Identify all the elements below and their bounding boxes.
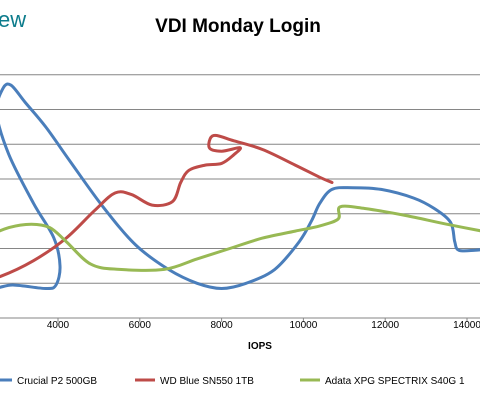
x-tick-label: 6000 bbox=[129, 320, 152, 331]
x-tick-label: 4000 bbox=[47, 320, 70, 331]
chart-title: VDI Monday Login bbox=[155, 16, 321, 37]
legend-label-1: WD Blue SN550 1TB bbox=[160, 376, 254, 387]
logo-text: ew bbox=[0, 7, 26, 32]
legend-label-2: Adata XPG SPECTRIX S40G 1 bbox=[325, 376, 465, 387]
x-tick-label: 14000 bbox=[453, 320, 480, 331]
legend: Crucial P2 500GB WD Blue SN550 1TB Adata X… bbox=[0, 376, 465, 387]
x-tick-labels: 4000 6000 8000 10000 12000 14000 bbox=[47, 318, 480, 331]
gridlines bbox=[0, 74, 480, 284]
x-axis-label: IOPS bbox=[248, 341, 272, 352]
series-line-2 bbox=[0, 204, 480, 272]
legend-label-0: Crucial P2 500GB bbox=[17, 376, 97, 387]
series-lines bbox=[0, 82, 480, 291]
x-tick-label: 12000 bbox=[371, 320, 399, 331]
x-tick-label: 8000 bbox=[210, 320, 233, 331]
x-tick-label: 10000 bbox=[289, 320, 317, 331]
